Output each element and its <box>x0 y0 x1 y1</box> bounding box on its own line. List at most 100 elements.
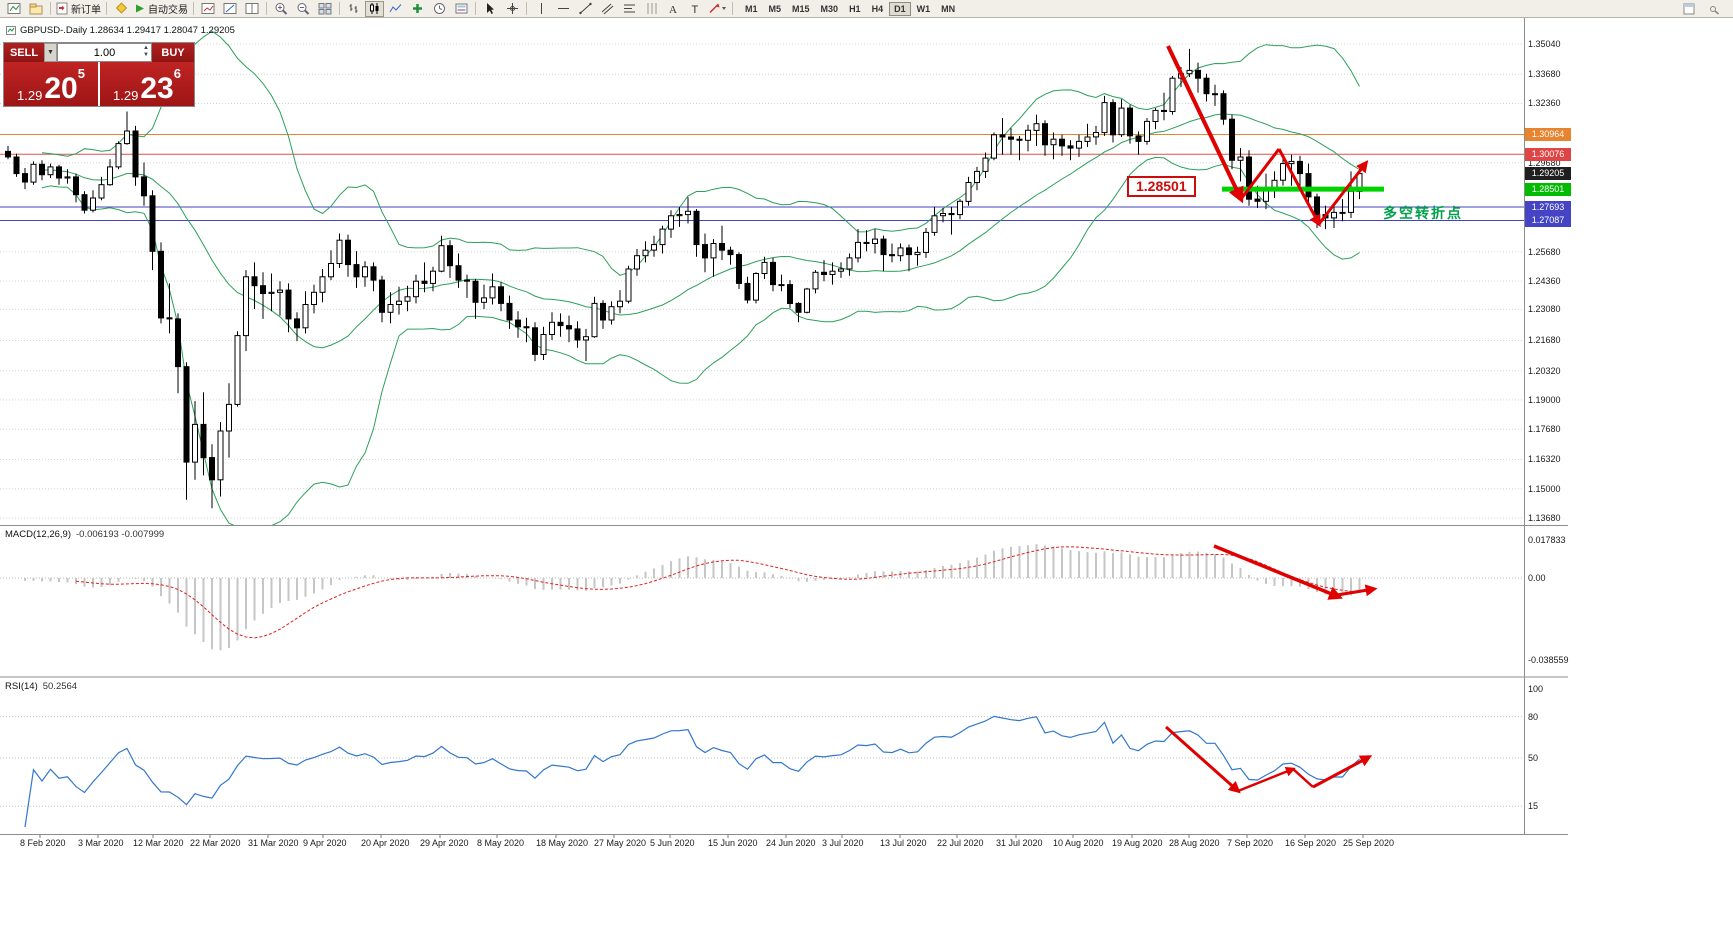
zoom-out-button[interactable] <box>292 1 314 17</box>
profiles-button[interactable] <box>25 1 47 17</box>
price-axis-label: 1.32360 <box>1528 98 1561 109</box>
toolbar-separator <box>475 2 476 15</box>
crosshair-button[interactable] <box>501 1 523 17</box>
price-axis-label: 1.15000 <box>1528 483 1561 494</box>
timeframe-button-h1[interactable]: H1 <box>849 3 861 14</box>
objects-list-button[interactable] <box>219 1 241 17</box>
templates-button[interactable] <box>450 1 472 17</box>
sell-price-box[interactable]: 1.29 20 5 <box>4 62 98 106</box>
date-axis-label: 10 Aug 2020 <box>1053 838 1104 848</box>
autotrading-button[interactable]: 自动交易 <box>132 1 190 17</box>
toolbar-overflow-icon[interactable] <box>1704 1 1726 17</box>
timeframe-button-w1[interactable]: W1 <box>916 3 931 14</box>
new-order-button[interactable]: 新订单 <box>54 1 103 17</box>
price-axis-label: 1.20320 <box>1528 365 1561 376</box>
timeframe-button-m1[interactable]: M1 <box>745 3 758 14</box>
toolbar-separator <box>526 2 527 15</box>
toolbar-separator <box>50 2 51 15</box>
macd-axis-label: -0.038559 <box>1528 655 1569 666</box>
order-type-dropdown[interactable]: ▼ <box>44 43 57 62</box>
sell-price-base: 1.29 <box>17 88 43 103</box>
cycle-lines-tool-button[interactable] <box>640 1 662 17</box>
macd-label: MACD(12,26,9) -0.006193 -0.007999 <box>5 529 164 540</box>
date-axis-label: 7 Sep 2020 <box>1227 838 1274 848</box>
price-axis-label: 1.24360 <box>1528 275 1561 286</box>
indicators-window-button[interactable] <box>197 1 219 17</box>
new-chart-button[interactable] <box>3 1 25 17</box>
date-axis-label: 13 Jul 2020 <box>880 838 927 848</box>
rsi-axis-label: 80 <box>1528 711 1539 722</box>
macd-axis-label: 0.017833 <box>1528 535 1566 546</box>
candlestick-chart-type-button[interactable] <box>365 0 384 17</box>
date-axis-label: 22 Jul 2020 <box>937 838 984 848</box>
vertical-line-tool-button[interactable] <box>530 1 552 17</box>
timeframe-button-d1[interactable]: D1 <box>889 1 911 16</box>
sell-button[interactable]: SELL <box>4 43 44 62</box>
add-indicator-button[interactable] <box>406 1 428 17</box>
arrows-tool-button[interactable] <box>706 1 729 17</box>
rsi-axis-label: 50 <box>1528 753 1539 763</box>
price-axis-label: 1.23080 <box>1528 304 1561 315</box>
toolbar-separator <box>106 2 107 15</box>
window-restore-icon[interactable] <box>1678 1 1700 17</box>
cursor-button[interactable] <box>479 1 501 17</box>
toolbar-separator <box>732 2 733 15</box>
timeframe-button-h4[interactable]: H4 <box>871 3 884 14</box>
timeframe-button-m15[interactable]: M15 <box>792 3 810 14</box>
date-axis-label: 5 Jun 2020 <box>650 838 695 848</box>
buy-price-box[interactable]: 1.29 23 6 <box>100 62 194 106</box>
date-axis-label: 28 Aug 2020 <box>1169 838 1220 848</box>
metaeditor-button[interactable] <box>110 1 132 17</box>
date-axis-label: 18 May 2020 <box>536 838 589 848</box>
buy-button[interactable]: BUY <box>152 43 194 62</box>
svg-text:T: T <box>692 4 699 15</box>
price-axis-badge: 1.30964 <box>1525 127 1571 141</box>
date-axis-label: 25 Sep 2020 <box>1343 838 1395 848</box>
price-axis-label: 1.13680 <box>1528 512 1561 523</box>
sell-price-big: 20 <box>44 72 78 105</box>
macd-name: MACD(12,26,9) <box>5 529 71 540</box>
fibonacci-tool-button[interactable] <box>618 1 640 17</box>
date-axis-label: 8 Feb 2020 <box>20 838 66 848</box>
volume-input[interactable]: 1.00 ▲ ▼ <box>57 43 152 62</box>
volume-spinner[interactable]: ▲ ▼ <box>143 45 149 58</box>
text-label-tool-button[interactable]: T <box>684 1 706 17</box>
toolbar-separator <box>339 2 340 15</box>
price-axis-badge: 1.29205 <box>1525 166 1571 180</box>
timeframe-button-m5[interactable]: M5 <box>768 3 782 14</box>
bar-chart-type-button[interactable] <box>343 1 365 17</box>
date-axis-label: 27 May 2020 <box>594 838 647 848</box>
date-axis-label: 3 Jul 2020 <box>822 838 864 848</box>
tile-windows-button[interactable] <box>314 1 336 17</box>
main-toolbar: 新订单 自动交易 A T M1 <box>0 0 1733 18</box>
rsi-axis-label: 15 <box>1528 801 1539 812</box>
toolbar-right-icons <box>1678 1 1730 17</box>
date-axis-label: 19 Aug 2020 <box>1112 838 1163 848</box>
trendline-tool-button[interactable] <box>574 1 596 17</box>
date-axis-label: 9 Apr 2020 <box>303 838 347 848</box>
price-axis-label: 1.25680 <box>1528 246 1561 257</box>
channel-tool-button[interactable] <box>596 1 618 17</box>
timeframe-button-m30[interactable]: M30 <box>820 3 839 14</box>
line-chart-type-button[interactable] <box>384 1 406 17</box>
price-axis-badge: 1.28501 <box>1525 182 1571 196</box>
chart-title-bar: GBPUSD-.Daily 1.28634 1.29417 1.28047 1.… <box>6 25 235 36</box>
date-axis-label: 12 Mar 2020 <box>133 838 184 848</box>
price-axis-badge: 1.27693 <box>1525 200 1571 214</box>
one-click-trading-panel: SELL ▼ 1.00 ▲ ▼ BUY 1.29 20 5 1.29 23 6 <box>3 42 195 107</box>
svg-text:A: A <box>669 4 677 15</box>
horizontal-line-tool-button[interactable] <box>552 1 574 17</box>
zoom-in-button[interactable] <box>270 1 292 17</box>
date-axis-label: 15 Jun 2020 <box>708 838 758 848</box>
data-window-button[interactable] <box>241 1 263 17</box>
price-axis-label: 1.16320 <box>1528 454 1561 465</box>
period-clock-button[interactable] <box>428 1 450 17</box>
price-axis-label: 1.17680 <box>1528 424 1561 435</box>
rsi-name: RSI(14) <box>5 681 38 692</box>
text-tool-button[interactable]: A <box>662 1 684 17</box>
timeframe-button-mn[interactable]: MN <box>941 3 956 14</box>
date-axis-label: 8 May 2020 <box>477 838 525 848</box>
date-axis-label: 20 Apr 2020 <box>361 838 410 848</box>
